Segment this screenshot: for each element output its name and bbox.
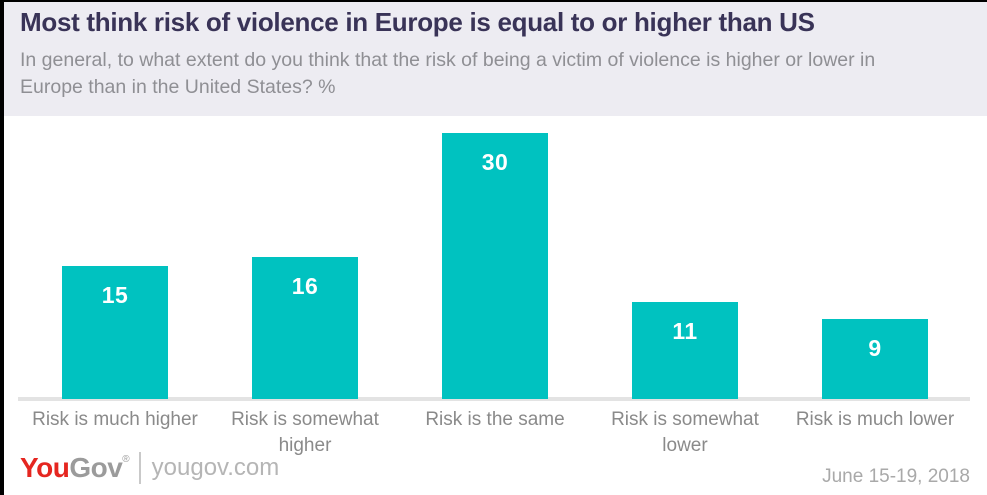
category-label: Risk is somewhat lower (611, 409, 759, 456)
bar-chart: 15 16 30 11 9 (20, 116, 970, 399)
category-label: Risk is much higher (32, 409, 198, 430)
category-label: Risk is much lower (795, 409, 955, 430)
yougov-website-text: yougov.com (151, 454, 280, 481)
category-label: Risk is somewhat higher (231, 409, 379, 456)
bar-value-label: 16 (291, 273, 319, 299)
yougov-logo-gov: Gov (69, 452, 123, 483)
registered-trademark-icon: ® (122, 453, 130, 465)
bar-column: 30 (400, 116, 590, 399)
yougov-logo-you: You (20, 452, 70, 483)
x-axis-line (18, 397, 970, 401)
bar-column: 15 (20, 116, 210, 399)
chart-title: Most think risk of violence in Europe is… (20, 7, 815, 37)
logo-divider (138, 452, 141, 484)
bar-column: 16 (210, 116, 400, 399)
bar-value-label: 15 (101, 282, 129, 308)
screenshot-edge-left (0, 0, 4, 495)
yougov-logo: You Gov ® yougov.com (20, 452, 279, 484)
bar: 15 (62, 266, 168, 399)
bar-column: 9 (780, 116, 970, 399)
bar: 16 (252, 257, 358, 399)
chart-header: Most think risk of violence in Europe is… (0, 0, 987, 116)
chart-subtitle: In general, to what extent do you think … (20, 49, 876, 98)
survey-date: June 15-19, 2018 (822, 466, 970, 487)
bar-value-label: 30 (481, 149, 509, 175)
bar: 30 (442, 133, 548, 399)
bar-column: 11 (590, 116, 780, 399)
screenshot-edge-top (0, 0, 987, 2)
bar-value-label: 9 (868, 335, 882, 361)
bar: 11 (632, 302, 738, 399)
bar-value-label: 11 (672, 318, 698, 344)
x-axis-category-labels: Risk is much higher Risk is somewhat high… (20, 407, 970, 459)
bar: 9 (822, 319, 928, 399)
category-label: Risk is the same (425, 409, 565, 430)
